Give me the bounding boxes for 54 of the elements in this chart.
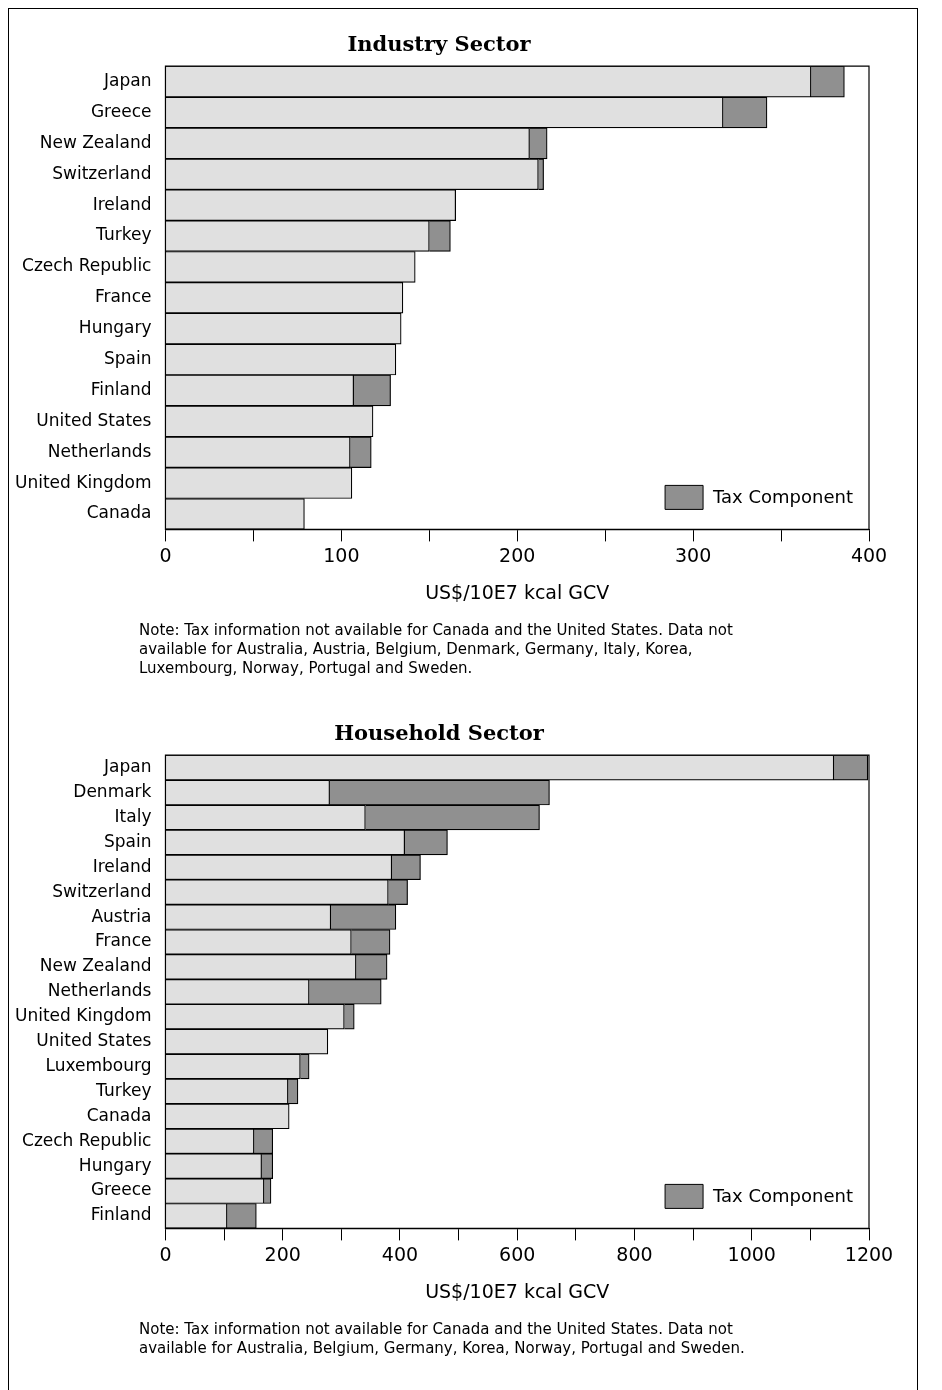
y-tick-label: Finland bbox=[90, 378, 152, 399]
y-tick-label: Finland bbox=[90, 1204, 152, 1225]
text: Note: Tax information not available for Canada and the United States. Data not available for Australia, Belgium, Germany, Korea, Norway, Portugal and Sweden. bbox=[139, 1320, 746, 1358]
x-tick-label: 200 bbox=[499, 543, 536, 566]
y-tick-label: Greece bbox=[90, 1179, 152, 1200]
y-tick-label: Turkey bbox=[95, 1079, 152, 1100]
x-tick-label: 100 bbox=[323, 543, 360, 566]
text: Note: Tax information not available for Canada and the United States. Data not available for Australia, Austria, Belgium, Denmark, Germany, Italy, Korea, Luxembourg, Norway, Portugal and Sweden. bbox=[139, 621, 734, 678]
x-tick-label: 0 bbox=[159, 1242, 172, 1265]
y-tick-label: Netherlands bbox=[47, 980, 152, 1001]
y-tick-label: Turkey bbox=[95, 224, 152, 245]
legend-label: Tax Component bbox=[712, 1185, 853, 1207]
x-axis-title: US$/10E7 kcal GCV bbox=[425, 1279, 610, 1302]
y-tick-label: Czech Republic bbox=[22, 1129, 152, 1150]
y-tick-label: France bbox=[94, 930, 152, 951]
y-tick-label: Denmark bbox=[73, 780, 152, 801]
y-tick-label: New Zealand bbox=[39, 955, 152, 976]
x-tick-label: 800 bbox=[616, 1242, 653, 1265]
y-tick-label: Switzerland bbox=[52, 162, 152, 183]
y-tick-label: Switzerland bbox=[52, 880, 152, 901]
y-tick-label: Ireland bbox=[92, 855, 152, 876]
y-tick-label: Hungary bbox=[78, 317, 152, 338]
x-tick-label: 300 bbox=[674, 543, 712, 566]
y-tick-label: Czech Republic bbox=[22, 255, 152, 276]
x-tick-label: 200 bbox=[264, 1242, 301, 1265]
y-tick-label: United States bbox=[36, 409, 152, 430]
y-tick-label: Spain bbox=[103, 830, 152, 851]
legend-label: Tax Component bbox=[712, 486, 853, 508]
y-tick-label: Japan bbox=[103, 756, 152, 777]
x-tick-label: 400 bbox=[381, 1242, 419, 1265]
x-tick-label: 0 bbox=[159, 543, 172, 566]
y-tick-label: Ireland bbox=[92, 193, 152, 214]
y-tick-label: United Kingdom bbox=[15, 1005, 152, 1026]
x-tick-label: 1000 bbox=[727, 1242, 776, 1265]
x-axis-title: US$/10E7 kcal GCV bbox=[425, 580, 610, 603]
y-tick-label: Canada bbox=[86, 502, 152, 523]
x-tick-label: 1200 bbox=[844, 1242, 894, 1265]
y-tick-label: Japan bbox=[103, 70, 152, 91]
y-tick-label: Greece bbox=[90, 100, 152, 121]
y-tick-label: Italy bbox=[114, 805, 152, 826]
y-tick-label: Spain bbox=[103, 347, 152, 368]
y-tick-label: Austria bbox=[91, 905, 152, 926]
y-tick-label: Netherlands bbox=[47, 440, 152, 461]
x-tick-label: 600 bbox=[499, 1242, 536, 1265]
y-tick-label: Hungary bbox=[78, 1154, 152, 1175]
x-tick-label: 400 bbox=[850, 543, 888, 566]
y-tick-label: Canada bbox=[86, 1104, 152, 1125]
chart-title: Household Sector bbox=[334, 720, 545, 746]
y-tick-label: New Zealand bbox=[39, 131, 152, 152]
y-tick-label: France bbox=[94, 286, 152, 307]
y-tick-label: Luxembourg bbox=[45, 1054, 152, 1075]
y-tick-label: United Kingdom bbox=[15, 471, 152, 492]
y-tick-label: United States bbox=[36, 1030, 152, 1051]
chart-title: Industry Sector bbox=[347, 31, 532, 57]
